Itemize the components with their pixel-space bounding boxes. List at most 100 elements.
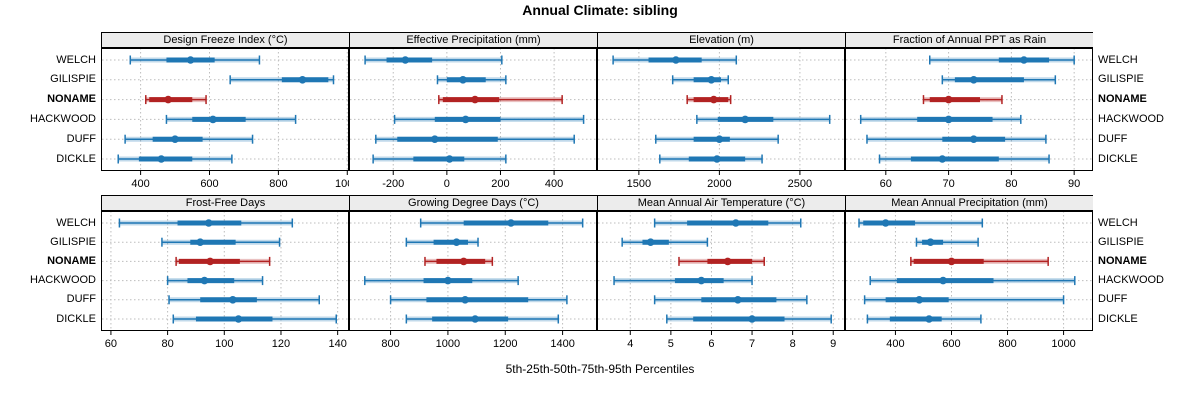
station-label-left-noname: NONAME [47,254,96,267]
panel-plot-growing-degree-days-c: 800 1000 1200 1400 [349,211,597,350]
station-labels-left-row2: WELCH GILISPIE NONAME HACKWOOD DUFF DICKLE [0,195,101,354]
x-tick-label: 2500 [788,178,812,190]
x-tick-label: 100 [215,338,233,350]
percentile-glyph-duff [124,134,254,144]
x-tick-label: 200 [491,178,509,190]
station-label-right-hackwood: HACKWOOD [1098,112,1164,125]
panel-strip-fraction-of-annual-ppt-as-rain: Fraction of Annual PPT as Rain [845,32,1093,48]
x-tick-label: 0 [444,178,450,190]
x-tick-label: 1400 [550,338,574,350]
percentile-glyph-welch [419,218,584,228]
panel-plot-mean-annual-air-temperature-c: 4 5 6 7 8 9 [597,211,845,350]
x-tick-label: 4 [627,338,633,350]
x-tick-label: 80 [161,338,173,350]
x-tick-label: 90 [1068,178,1080,190]
station-label-left-noname: NONAME [47,93,96,106]
panel-strip-mean-annual-precipitation-mm: Mean Annual Precipitation (mm) [845,195,1093,211]
percentile-glyph-dickle [405,314,560,324]
station-label-right-welch: WELCH [1098,53,1138,66]
percentile-glyph-welch [929,55,1075,65]
panel-mean-annual-air-temperature-c: Mean Annual Air Temperature (°C) 4 5 6 7 8 9 [597,195,845,354]
panel-fraction-of-annual-ppt-as-rain: Fraction of Annual PPT as Rain 60 70 80 90 [845,32,1093,194]
percentile-glyph-noname [686,95,732,105]
percentile-glyph-dickle [866,314,982,324]
percentile-glyph-hackwood [165,114,297,124]
x-tick-label: 60 [880,178,892,190]
x-tick-label: 600 [200,178,218,190]
percentile-glyph-dickle [878,154,1050,164]
percentile-glyph-welch [118,218,294,228]
station-label-left-duff: DUFF [66,293,96,306]
panel-strip-elevation-m: Elevation (m) [597,32,845,48]
x-tick-label: 1500 [627,178,651,190]
station-label-right-welch: WELCH [1098,216,1138,229]
station-label-left-welch: WELCH [56,216,96,229]
percentile-glyph-gilispie [436,75,507,85]
percentile-glyph-noname [678,256,765,266]
percentile-glyph-dickle [117,154,233,164]
panel-plot-frost-free-days: 60 80 100 120 140 [101,211,349,350]
x-tick-label: 800 [381,338,399,350]
station-label-right-dickle: DICKLE [1098,312,1138,325]
percentile-glyph-noname [910,256,1049,266]
x-tick-label: 120 [272,338,290,350]
figure-title: Annual Climate: sibling [522,2,678,18]
x-tick-label: 400 [131,178,149,190]
station-label-left-hackwood: HACKWOOD [30,274,96,287]
percentile-glyph-hackwood [869,276,1076,286]
panel-mean-annual-precipitation-mm: Mean Annual Precipitation (mm) 400 600 800 1… [845,195,1093,354]
station-label-right-duff: DUFF [1098,293,1128,306]
x-tick-label: 80 [1005,178,1017,190]
panel-strip-growing-degree-days-c: Growing Degree Days (°C) [349,195,597,211]
x-tick-label: 6 [708,338,714,350]
station-label-left-gilispie: GILISPIE [50,73,96,86]
station-label-right-noname: NONAME [1098,93,1147,106]
x-tick-label: 1000 [436,338,460,350]
percentile-glyph-duff [653,295,808,305]
station-label-right-duff: DUFF [1098,132,1128,145]
x-tick-label: 70 [942,178,954,190]
percentile-glyph-dickle [659,154,763,164]
percentile-glyph-welch [129,55,261,65]
percentile-glyph-gilispie [915,237,979,247]
station-label-left-hackwood: HACKWOOD [30,112,96,125]
percentile-glyph-gilispie [229,75,335,85]
station-label-left-dickle: DICKLE [56,152,96,165]
x-tick-label: 7 [749,338,755,350]
x-tick-label: 1000 [1051,338,1075,350]
x-tick-label: 140 [328,338,346,350]
percentile-glyph-hackwood [166,276,264,286]
panel-plot-fraction-of-annual-ppt-as-rain: 60 70 80 90 [845,48,1093,190]
percentile-glyph-duff [168,295,320,305]
percentile-glyph-hackwood [364,276,519,286]
station-label-right-dickle: DICKLE [1098,152,1138,165]
percentile-glyph-noname [922,95,1003,105]
station-labels-left-row1: WELCH GILISPIE NONAME HACKWOOD DUFF DICKLE [0,32,101,194]
x-tick-label: 600 [942,338,960,350]
x-tick-label: 9 [830,338,836,350]
panel-plot-mean-annual-precipitation-mm: 400 600 800 1000 [845,211,1093,350]
panel-row-1: WELCH GILISPIE NONAME HACKWOOD DUFF DICKLE De… [0,32,1200,194]
x-tick-label: 400 [545,178,563,190]
panel-plot-effective-precipitation-mm: -200 0 200 400 [349,48,597,190]
percentile-glyph-noname [424,256,494,266]
percentile-glyph-hackwood [393,114,585,124]
percentile-glyph-welch [653,218,802,228]
percentile-glyph-gilispie [621,237,709,247]
station-label-left-welch: WELCH [56,53,96,66]
percentile-glyph-gilispie [671,75,729,85]
station-labels-right-row1: WELCH GILISPIE NONAME HACKWOOD DUFF DICKLE [1093,32,1188,194]
station-label-right-noname: NONAME [1098,254,1147,267]
percentile-glyph-duff [866,134,1047,144]
panel-strip-frost-free-days: Frost-Free Days [101,195,349,211]
panel-plot-elevation-m: 1500 2000 2500 [597,48,845,190]
percentile-glyph-hackwood [613,276,753,286]
x-tick-label: 400 [886,338,904,350]
station-label-right-gilispie: GILISPIE [1098,73,1144,86]
panel-elevation-m: Elevation (m) 1500 2000 2500 [597,32,845,194]
station-label-left-gilispie: GILISPIE [50,235,96,248]
percentile-glyph-hackwood [696,114,831,124]
x-tick-label: -200 [382,178,404,190]
panel-strip-mean-annual-air-temperature-c: Mean Annual Air Temperature (°C) [597,195,845,211]
